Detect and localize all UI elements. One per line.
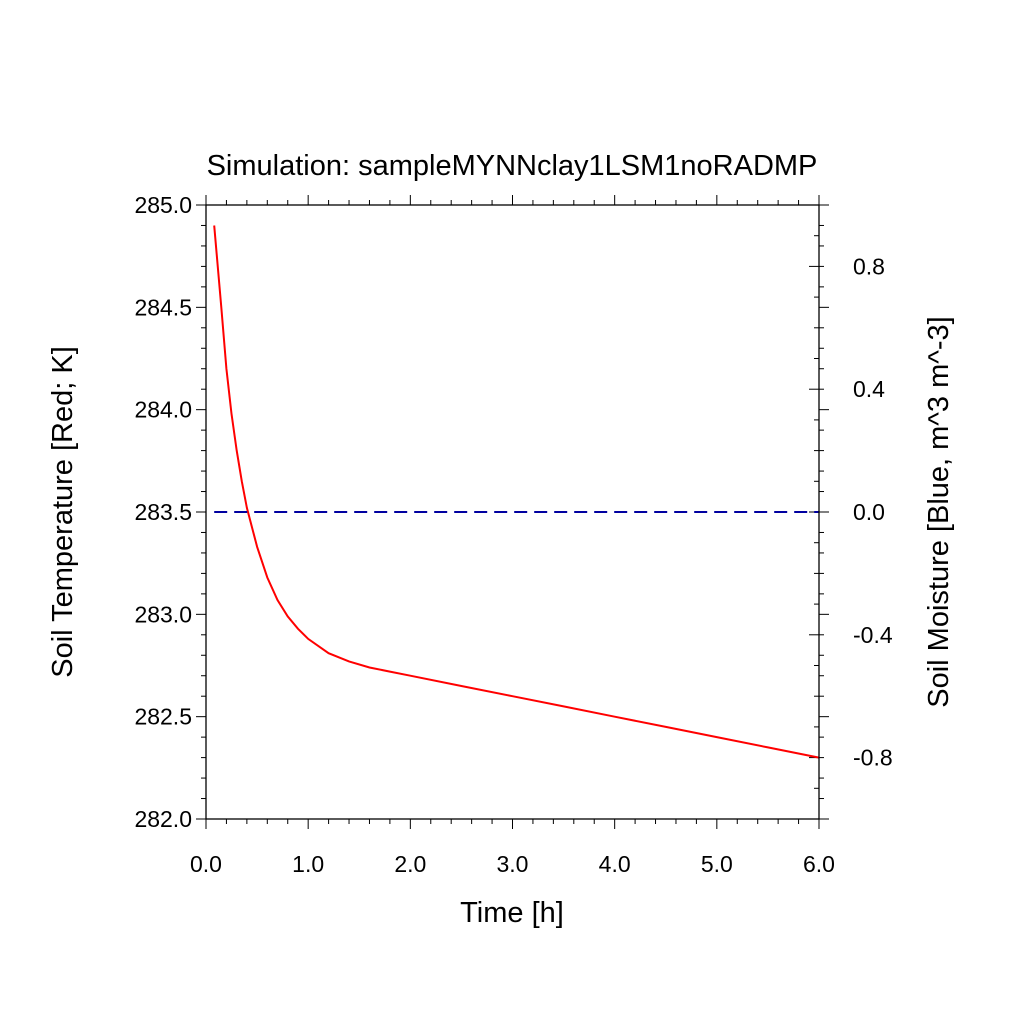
plot-frame (205, 204, 820, 820)
x-tick-label: 1.0 (292, 851, 324, 877)
y-right-tick-label: 0.8 (853, 253, 885, 279)
series-layer (213, 225, 820, 759)
y-left-tick-label: 282.0 (134, 806, 192, 832)
right-axis-label: Soil Moisture [Blue, m^3 m^-3] (923, 316, 955, 707)
y-left-tick-label: 284.5 (134, 294, 192, 320)
y-left-tick-label: 282.5 (134, 704, 192, 730)
x-tick-label: 0.0 (190, 851, 222, 877)
x-tick-label: 4.0 (599, 851, 631, 877)
right-axis-ticks: -0.8 -0.4 0.0 0.4 0.8 (809, 204, 893, 820)
x-axis-label: Time [h] (460, 897, 564, 929)
soil-temperature-line (213, 225, 820, 759)
x-tick-label: 6.0 (803, 851, 835, 877)
y-right-tick-label: -0.4 (853, 622, 893, 648)
x-tick-label: 3.0 (497, 851, 529, 877)
chart-title: Simulation: sampleMYNNclay1LSM1noRADMP (207, 150, 818, 182)
y-left-tick-label: 283.0 (134, 601, 192, 627)
y-left-tick-label: 283.5 (134, 499, 192, 525)
x-axis-ticks: 0.0 1.0 2.0 3.0 4.0 5.0 6.0 (190, 195, 835, 877)
left-axis-ticks: 282.0 282.5 283.0 283.5 284.0 284.5 285.0 (134, 192, 829, 832)
left-axis-label: Soil Temperature [Red; K] (47, 346, 79, 678)
x-tick-label: 5.0 (701, 851, 733, 877)
y-left-tick-label: 284.0 (134, 397, 192, 423)
y-right-tick-label: 0.4 (853, 376, 885, 402)
y-right-tick-label: 0.0 (853, 499, 885, 525)
y-left-tick-label: 285.0 (134, 192, 192, 218)
y-right-tick-label: -0.8 (853, 745, 893, 771)
x-tick-label: 2.0 (394, 851, 426, 877)
